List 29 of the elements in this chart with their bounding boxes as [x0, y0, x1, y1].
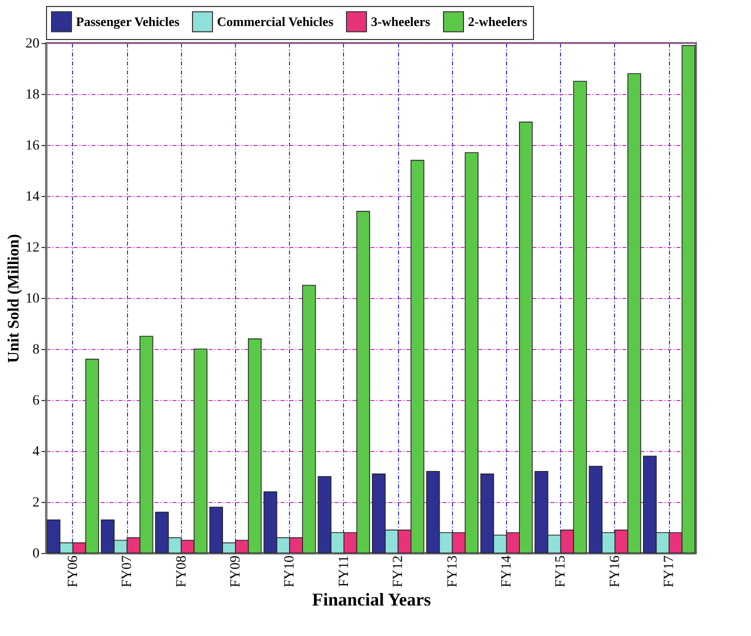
x-tick-label: FY10	[282, 556, 298, 588]
x-tick-label: FY09	[228, 556, 244, 588]
x-axis-title: Financial Years	[312, 589, 431, 610]
y-tick-label: 10	[26, 292, 40, 306]
x-tick-label: FY17	[662, 556, 678, 588]
legend-label: Commercial Vehicles	[217, 14, 334, 29]
x-tick-label: FY08	[174, 556, 190, 588]
x-tick-label: FY11	[336, 556, 352, 587]
y-tick-label: 16	[26, 138, 40, 154]
x-tick-label: FY14	[500, 556, 515, 588]
x-tick-label: FY07	[120, 556, 136, 588]
x-tick-label: FY13	[445, 556, 460, 588]
y-tick-label: 14	[26, 190, 40, 204]
x-tick-label: FY06	[66, 556, 81, 588]
x-tick-label: FY15	[554, 556, 569, 588]
x-tick-label: FY12	[391, 556, 406, 588]
x-tick-label: FY16	[608, 556, 623, 588]
y-tick-label: 6	[32, 394, 40, 408]
y-tick-label: 4	[32, 444, 40, 460]
y-tick-label: 12	[26, 240, 40, 256]
legend-label: 3-wheelers	[371, 14, 430, 29]
legend-label: 2-wheelers	[468, 14, 528, 29]
y-tick-label: 18	[26, 88, 40, 102]
y-tick-label: 0	[32, 546, 40, 562]
y-tick-label: 2	[32, 496, 40, 510]
y-axis-title: Unit Sold (Million)	[6, 234, 22, 363]
legend-label: Passenger Vehicles	[76, 14, 180, 29]
y-tick-label: 8	[32, 342, 40, 358]
y-tick-label: 20	[26, 36, 40, 52]
